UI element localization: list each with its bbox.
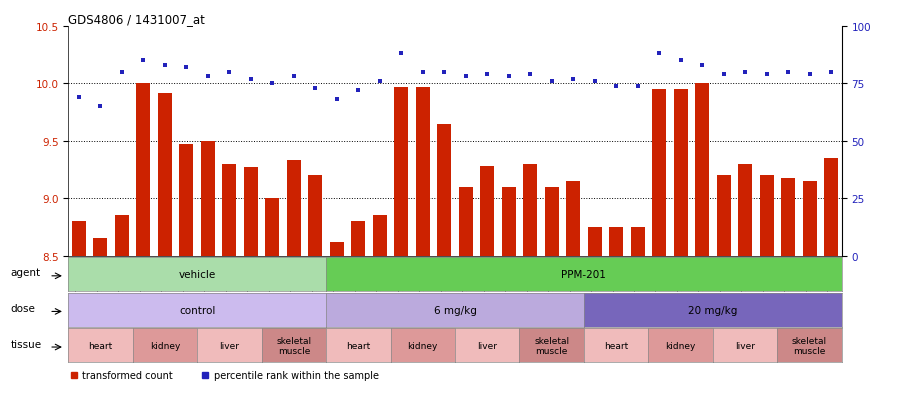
- Point: [157, 62, 172, 69]
- Point: [631, 83, 645, 90]
- Point: [716, 72, 731, 78]
- Bar: [244, 168, 258, 256]
- Point: [695, 62, 710, 69]
- Bar: [459, 187, 472, 256]
- Bar: [738, 164, 752, 256]
- Text: liver: liver: [219, 341, 239, 350]
- Point: [244, 76, 258, 83]
- Bar: [201, 141, 215, 256]
- Text: kidney: kidney: [665, 341, 696, 350]
- Point: [781, 69, 795, 76]
- Point: [265, 81, 279, 88]
- Point: [459, 74, 473, 81]
- Point: [673, 58, 688, 64]
- Bar: [394, 88, 409, 256]
- Text: heart: heart: [604, 341, 628, 350]
- Bar: [652, 90, 666, 256]
- Bar: [803, 182, 816, 256]
- Bar: [329, 242, 344, 256]
- Bar: [115, 216, 129, 256]
- Point: [308, 85, 323, 92]
- Point: [351, 88, 366, 94]
- Text: heart: heart: [346, 341, 370, 350]
- Bar: [545, 187, 559, 256]
- Point: [587, 78, 602, 85]
- Bar: [72, 222, 86, 256]
- Point: [72, 95, 86, 101]
- Bar: [566, 182, 581, 256]
- Text: skeletal
muscle: skeletal muscle: [534, 336, 570, 355]
- Bar: [824, 159, 838, 256]
- Bar: [716, 176, 731, 256]
- Bar: [523, 164, 537, 256]
- Text: agent: agent: [10, 268, 40, 278]
- Point: [609, 83, 623, 90]
- Bar: [588, 228, 602, 256]
- Point: [136, 58, 151, 64]
- Point: [738, 69, 753, 76]
- Point: [394, 51, 409, 58]
- Point: [566, 76, 581, 83]
- Text: PPM-201: PPM-201: [561, 269, 606, 280]
- Bar: [609, 228, 623, 256]
- Text: tissue: tissue: [10, 339, 41, 349]
- Point: [824, 69, 838, 76]
- Text: skeletal
muscle: skeletal muscle: [277, 336, 311, 355]
- Text: kidney: kidney: [408, 341, 438, 350]
- Point: [179, 65, 194, 71]
- Point: [372, 78, 387, 85]
- Text: control: control: [179, 305, 216, 315]
- Point: [222, 69, 237, 76]
- Point: [480, 72, 494, 78]
- Point: [200, 74, 215, 81]
- Bar: [760, 176, 774, 256]
- Bar: [695, 84, 709, 256]
- Point: [544, 78, 559, 85]
- Text: liver: liver: [477, 341, 497, 350]
- Bar: [308, 176, 322, 256]
- Bar: [179, 145, 194, 256]
- Text: transformed count: transformed count: [82, 370, 173, 380]
- Bar: [501, 187, 516, 256]
- Text: heart: heart: [88, 341, 113, 350]
- Text: percentile rank within the sample: percentile rank within the sample: [214, 370, 379, 380]
- Bar: [222, 164, 237, 256]
- Point: [523, 72, 538, 78]
- Point: [759, 72, 774, 78]
- Bar: [158, 93, 172, 256]
- Point: [803, 72, 817, 78]
- Text: dose: dose: [10, 303, 35, 313]
- Text: liver: liver: [735, 341, 755, 350]
- Point: [115, 69, 129, 76]
- Bar: [438, 124, 451, 256]
- Bar: [631, 228, 644, 256]
- Bar: [480, 167, 494, 256]
- Point: [437, 69, 451, 76]
- Text: 20 mg/kg: 20 mg/kg: [688, 305, 737, 315]
- Bar: [673, 90, 688, 256]
- Bar: [373, 216, 387, 256]
- Bar: [287, 161, 301, 256]
- Point: [287, 74, 301, 81]
- Bar: [781, 178, 795, 256]
- Point: [652, 51, 666, 58]
- Text: kidney: kidney: [150, 341, 180, 350]
- Point: [501, 74, 516, 81]
- Bar: [94, 239, 107, 256]
- Bar: [136, 84, 150, 256]
- Point: [329, 97, 344, 104]
- Bar: [351, 222, 365, 256]
- Text: skeletal
muscle: skeletal muscle: [792, 336, 827, 355]
- Text: GDS4806 / 1431007_at: GDS4806 / 1431007_at: [68, 13, 205, 26]
- Bar: [266, 199, 279, 256]
- Text: vehicle: vehicle: [178, 269, 216, 280]
- Text: 6 mg/kg: 6 mg/kg: [433, 305, 477, 315]
- Point: [93, 104, 107, 110]
- Point: [416, 69, 430, 76]
- Bar: [416, 88, 430, 256]
